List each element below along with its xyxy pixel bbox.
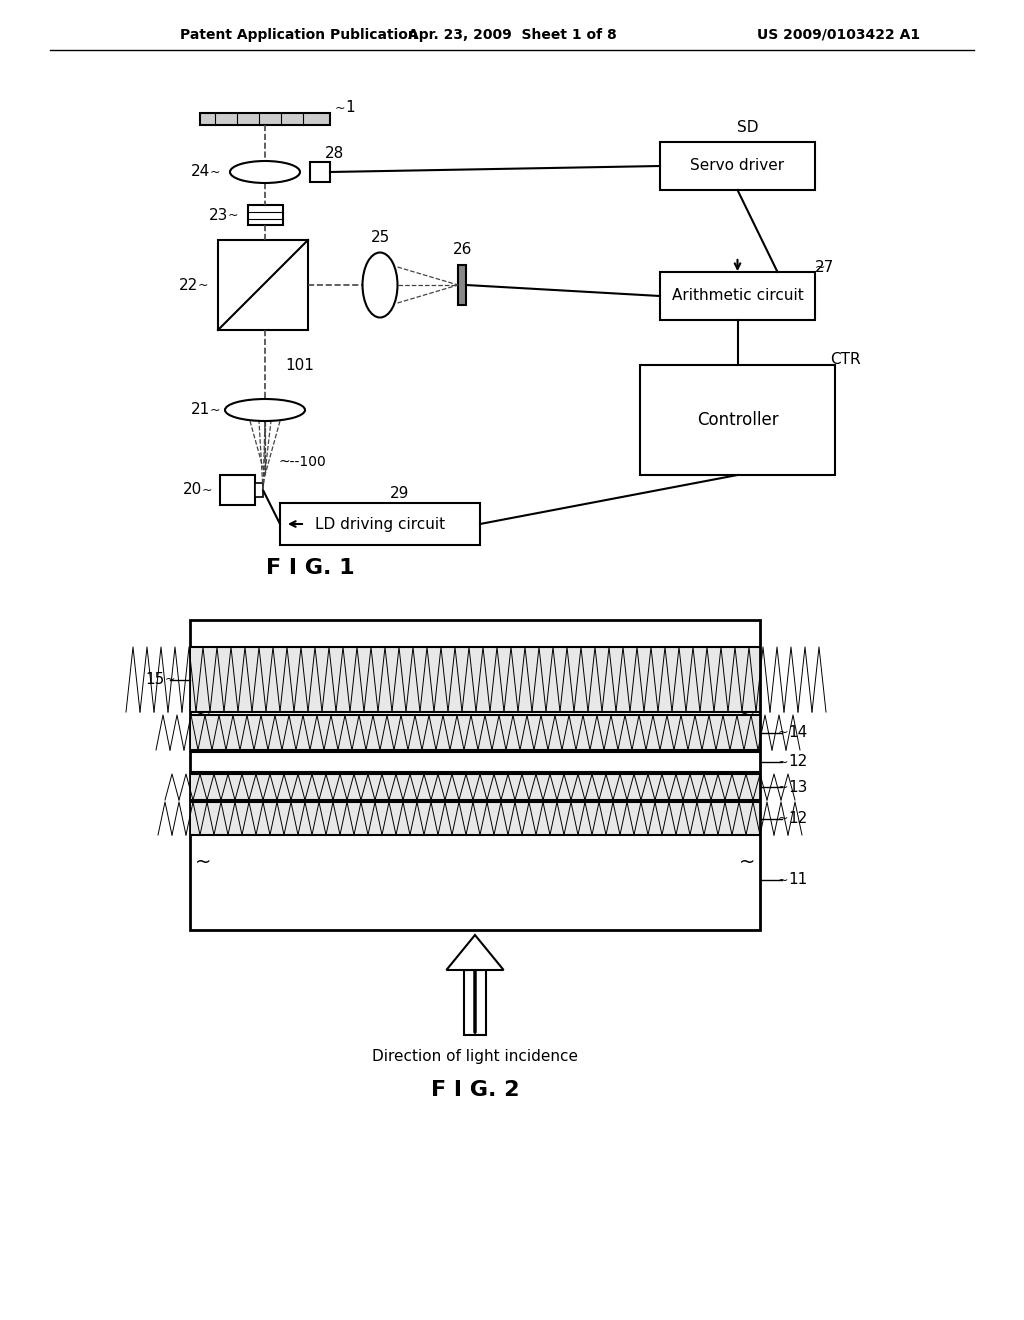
Text: 11: 11 [788,873,807,887]
Text: 13: 13 [788,780,807,795]
Text: ~: ~ [738,853,755,871]
Bar [458,265,466,305]
Ellipse shape [230,161,300,183]
Bar [280,503,480,545]
Text: ~: ~ [165,673,175,686]
Text: ~: ~ [195,853,211,871]
Ellipse shape [362,252,397,318]
Bar [190,620,760,931]
Text: ~: ~ [210,165,220,178]
Bar [248,205,283,224]
Text: ~: ~ [778,780,788,793]
Text: F I G. 2: F I G. 2 [431,1080,519,1100]
Text: 24: 24 [190,165,210,180]
Text: ~: ~ [210,404,220,417]
Text: 29: 29 [390,486,410,500]
Text: ~: ~ [198,279,208,292]
Text: 1: 1 [345,100,354,116]
Text: F I G. 1: F I G. 1 [265,558,354,578]
Text: CTR: CTR [829,352,860,367]
Text: 101: 101 [285,358,314,372]
Text: ~: ~ [778,812,788,825]
Text: 25: 25 [371,230,389,246]
Text: ~: ~ [778,874,788,887]
Text: 12: 12 [788,755,807,770]
Text: ~: ~ [335,102,345,115]
Text: ~: ~ [202,483,212,496]
Bar [220,475,255,506]
Text: 14: 14 [788,725,807,741]
Text: 23: 23 [209,207,228,223]
Text: ~: ~ [738,705,755,725]
Text: 27: 27 [815,260,835,275]
Text: Controller: Controller [696,411,778,429]
Text: Servo driver: Servo driver [690,158,784,173]
Text: 21: 21 [190,403,210,417]
Polygon shape [446,935,504,970]
Bar [660,272,815,319]
Text: Direction of light incidence: Direction of light incidence [372,1049,578,1064]
Bar [191,774,759,800]
Bar [464,970,486,1035]
Text: 22: 22 [179,277,198,293]
Text: ~: ~ [195,705,211,725]
Bar [191,803,759,836]
Text: Patent Application Publication: Patent Application Publication [180,28,418,42]
Bar [660,143,815,190]
Bar [255,483,263,498]
Bar [191,715,759,750]
Text: 28: 28 [326,147,345,161]
Bar [200,114,330,125]
Bar [640,366,835,475]
Text: 15: 15 [145,672,165,686]
Text: ~--100: ~--100 [278,455,326,469]
Text: LD driving circuit: LD driving circuit [315,516,445,532]
Bar [310,162,330,182]
Text: ~: ~ [815,260,825,273]
Text: ~: ~ [778,726,788,739]
Text: ~: ~ [227,209,238,222]
Text: US 2009/0103422 A1: US 2009/0103422 A1 [757,28,920,42]
Text: Arithmetic circuit: Arithmetic circuit [672,289,804,304]
Text: 12: 12 [788,810,807,826]
Text: ~: ~ [778,755,788,768]
Ellipse shape [225,399,305,421]
Bar [191,647,759,711]
Text: Apr. 23, 2009  Sheet 1 of 8: Apr. 23, 2009 Sheet 1 of 8 [408,28,616,42]
Text: 26: 26 [454,243,473,257]
Text: 20: 20 [182,483,202,498]
Bar [218,240,308,330]
Text: SD: SD [736,120,758,135]
